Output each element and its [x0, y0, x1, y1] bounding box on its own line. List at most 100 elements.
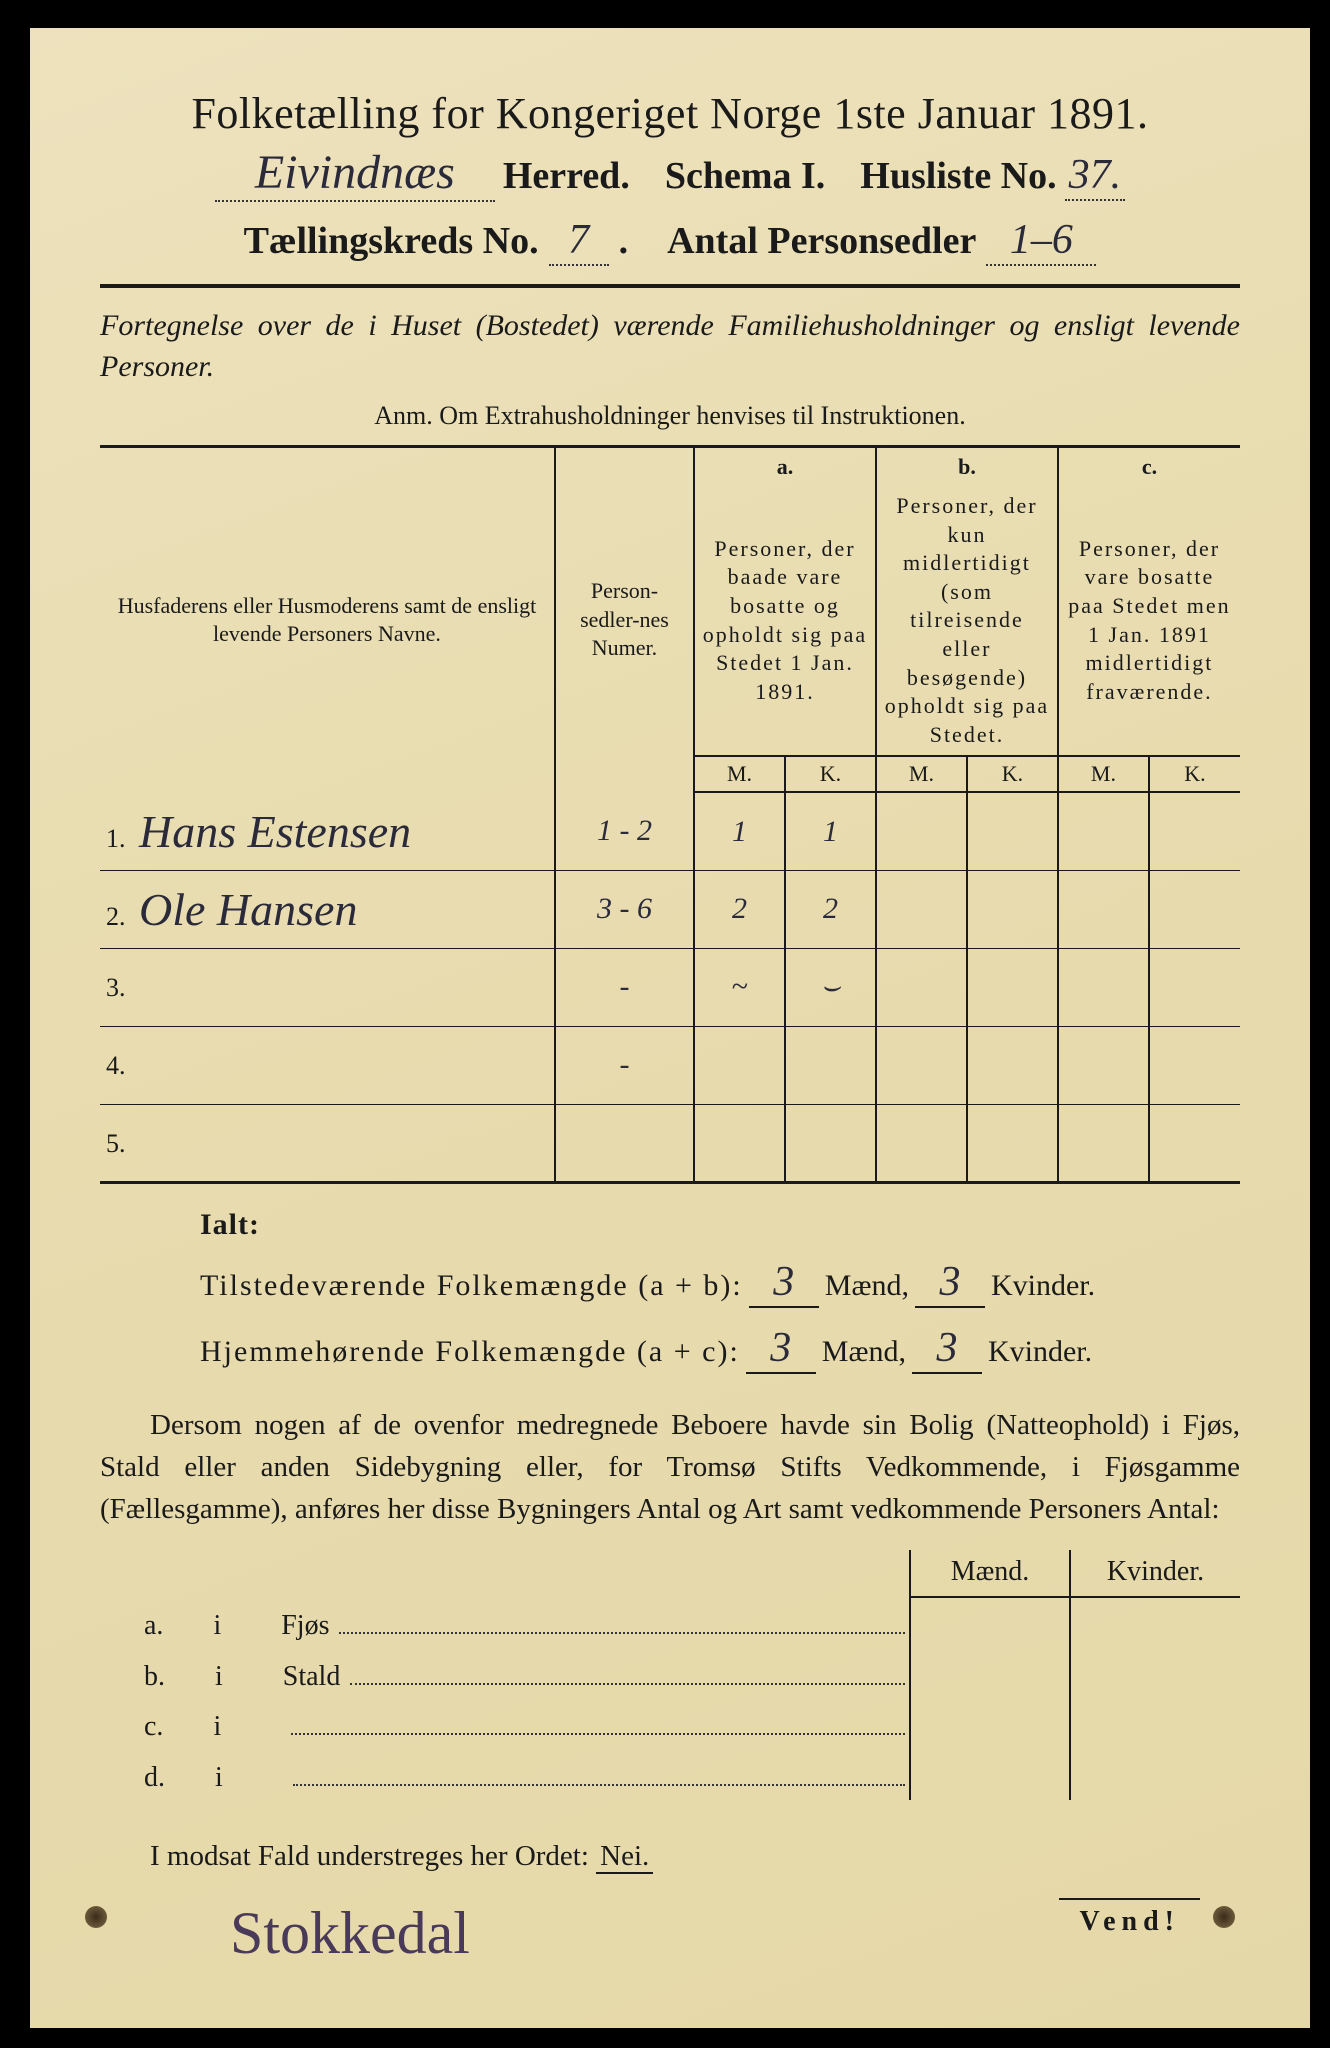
tilstede-label: Tilstedeværende Folkemængde (a + b): — [200, 1269, 743, 1303]
pers-cell: 3 - 6 — [555, 870, 694, 948]
c-k-header: K. — [1149, 756, 1240, 792]
nei-line: I modsat Fald understreges her Ordet: Ne… — [100, 1840, 1240, 1873]
a-m-header: M. — [694, 756, 785, 792]
c-m-cell — [1058, 1026, 1149, 1104]
col-b-letter: b. — [876, 447, 1058, 487]
dots-fill — [350, 1654, 905, 1685]
bldg-i: i — [215, 1762, 223, 1794]
taellingskreds-label: Tællingskreds No. — [244, 219, 539, 263]
dots-fill — [293, 1755, 905, 1786]
hjemme-row: Hjemmehørende Folkemængde (a + c): 3 Mæn… — [200, 1324, 1240, 1374]
col-b-header: Personer, der kun midlertidigt (som tilr… — [876, 486, 1058, 756]
bldg-m-cell — [910, 1699, 1070, 1750]
place-signature: Stokkedal — [230, 1899, 470, 1968]
col-name-header: Husfaderens eller Husmoderens samt de en… — [100, 447, 555, 793]
name-cell: 4. — [100, 1026, 555, 1104]
a-m-cell — [694, 1026, 785, 1104]
bldg-letter: a. — [144, 1610, 163, 1642]
bldg-m-cell — [910, 1648, 1070, 1699]
c-m-header: M. — [1058, 756, 1149, 792]
col-c-header: Personer, der vare bosatte paa Stedet me… — [1058, 486, 1240, 756]
name-cell: 5. — [100, 1104, 555, 1182]
b-k-cell — [967, 792, 1058, 870]
c-k-cell — [1149, 1104, 1240, 1182]
b-m-cell — [876, 870, 967, 948]
a-m-cell: 2 — [694, 870, 785, 948]
table-row: 4. - — [100, 1026, 1240, 1104]
pers-cell: 1 - 2 — [555, 792, 694, 870]
col-a-header: Personer, der baade vare bosatte og opho… — [694, 486, 876, 756]
a-m-cell — [694, 1104, 785, 1182]
pers-cell: - — [555, 948, 694, 1026]
b-m-cell — [876, 948, 967, 1026]
name-cell: 1. Hans Estensen — [100, 792, 555, 870]
husliste-value: 37. — [1065, 151, 1126, 201]
name-cell: 2. Ole Hansen — [100, 870, 555, 948]
bldg-kvinder-header: Kvinder. — [1070, 1550, 1240, 1597]
bldg-k-cell — [1070, 1648, 1240, 1699]
bldg-k-cell — [1070, 1749, 1240, 1800]
b-k-cell — [967, 1104, 1058, 1182]
census-form-page: Folketælling for Kongeriget Norge 1ste J… — [30, 28, 1310, 2028]
anm-note: Anm. Om Extrahusholdninger henvises til … — [100, 401, 1240, 431]
husliste-label: Husliste No. — [860, 154, 1056, 198]
bldg-label: Fjøs — [281, 1610, 329, 1642]
b-k-cell — [967, 870, 1058, 948]
pers-cell — [555, 1104, 694, 1182]
col-a-letter: a. — [694, 447, 876, 487]
b-k-cell — [967, 948, 1058, 1026]
c-m-cell — [1058, 870, 1149, 948]
tilstede-m: 3 — [749, 1258, 819, 1308]
c-m-cell — [1058, 792, 1149, 870]
punch-hole-icon — [1213, 1906, 1235, 1928]
building-row: d. i — [100, 1749, 1240, 1800]
personsedler-value: 1–6 — [986, 216, 1096, 266]
scan-frame: Folketælling for Kongeriget Norge 1ste J… — [0, 0, 1330, 2048]
punch-hole-icon — [85, 1906, 107, 1928]
tilstede-k: 3 — [915, 1258, 985, 1308]
c-k-cell — [1149, 1026, 1240, 1104]
tilstede-row: Tilstedeværende Folkemængde (a + b): 3 M… — [200, 1258, 1240, 1308]
c-m-cell — [1058, 1104, 1149, 1182]
b-k-header: K. — [967, 756, 1058, 792]
b-m-cell — [876, 1104, 967, 1182]
bldg-letter: d. — [144, 1762, 165, 1794]
bldg-maend-header: Mænd. — [910, 1550, 1070, 1597]
col-pers-header: Person-sedler-nes Numer. — [555, 447, 694, 793]
nei-word: Nei. — [596, 1840, 653, 1874]
c-m-cell — [1058, 948, 1149, 1026]
a-k-cell — [785, 1104, 876, 1182]
a-k-cell: ⌣ — [785, 948, 876, 1026]
bldg-k-cell — [1070, 1597, 1240, 1648]
a-k-cell: 2 — [785, 870, 876, 948]
maend-label: Mænd, — [825, 1269, 909, 1303]
dots-fill — [339, 1603, 905, 1634]
building-row: b.iStald — [100, 1648, 1240, 1699]
herred-value: Eivindnæs — [215, 145, 495, 202]
buildings-paragraph: Dersom nogen af de ovenfor medregnede Be… — [100, 1404, 1240, 1530]
header-line-3: Tællingskreds No. 7 . Antal Personsedler… — [100, 216, 1240, 266]
personsedler-label: Antal Personsedler — [667, 219, 976, 263]
bldg-i: i — [213, 1711, 221, 1743]
totals-block: Ialt: Tilstedeværende Folkemængde (a + b… — [200, 1208, 1240, 1374]
name-cell: 3. — [100, 948, 555, 1026]
b-m-cell — [876, 792, 967, 870]
header-line-2: Eivindnæs Herred. Schema I. Husliste No.… — [100, 145, 1240, 202]
bldg-m-cell — [910, 1749, 1070, 1800]
taellingskreds-value: 7 — [549, 216, 609, 266]
table-row: 5. — [100, 1104, 1240, 1182]
hjemme-k: 3 — [912, 1324, 982, 1374]
divider — [100, 284, 1240, 288]
kvinder-label: Kvinder. — [991, 1269, 1095, 1303]
bldg-letter: c. — [144, 1711, 163, 1743]
a-k-cell: 1 — [785, 792, 876, 870]
households-table: Husfaderens eller Husmoderens samt de en… — [100, 445, 1240, 1184]
col-c-letter: c. — [1058, 447, 1240, 487]
b-m-cell — [876, 1026, 967, 1104]
hjemme-label: Hjemmehørende Folkemængde (a + c): — [200, 1335, 740, 1369]
buildings-table: Mænd. Kvinder. a.iFjøsb.iStaldc.id.i — [100, 1550, 1240, 1800]
pers-cell: - — [555, 1026, 694, 1104]
herred-label: Herred. — [503, 154, 630, 198]
hjemme-m: 3 — [746, 1324, 816, 1374]
dots-fill — [291, 1705, 905, 1736]
